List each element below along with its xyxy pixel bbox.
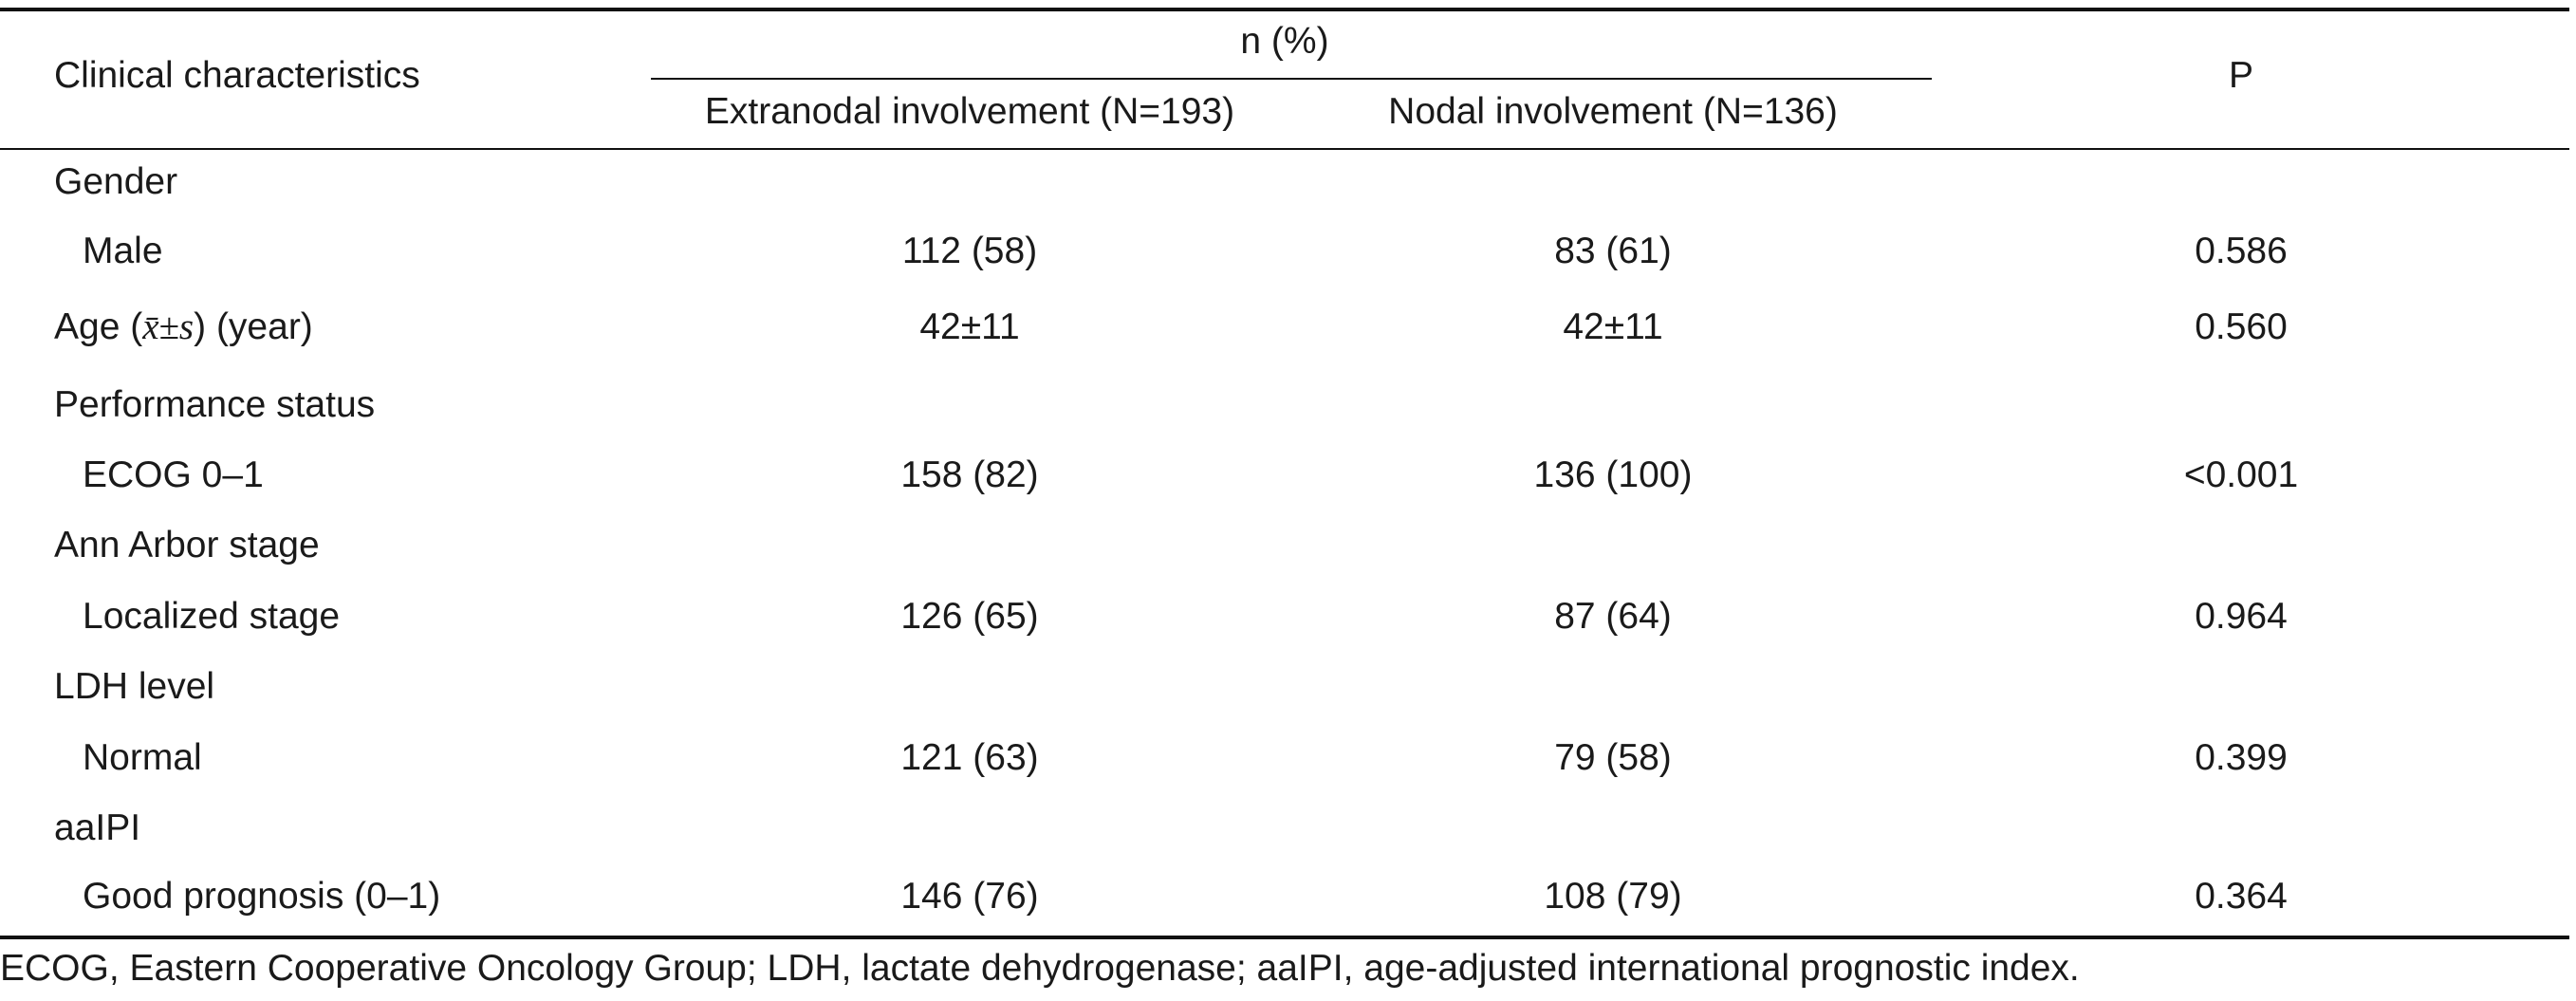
group-rule [651,78,1932,80]
cell-extranodal: 146 (76) [900,876,1039,917]
header-group-n-percent: n (%) [1240,21,1329,62]
header-extranodal: Extranodal involvement (N=193) [704,91,1235,132]
age-label-prefix: Age ( [54,306,143,347]
row-label: Male [83,231,163,271]
row-label: Normal [83,737,202,778]
cell-extranodal: 42±11 [919,306,1020,347]
cell-nodal: 83 (61) [1554,231,1672,271]
header-nodal: Nodal involvement (N=136) [1388,91,1838,132]
cell-p: 0.364 [2195,876,2288,917]
cell-nodal: 87 (64) [1554,596,1672,637]
cell-p: 0.964 [2195,596,2288,637]
top-rule [0,8,2569,11]
age-label-suffix: ) (year) [194,306,313,347]
cell-p: 0.586 [2195,231,2288,271]
cell-extranodal: 126 (65) [900,596,1039,637]
bottom-rule [0,936,2569,939]
row-label: Ann Arbor stage [54,525,320,565]
row-label: LDH level [54,666,215,707]
row-label: Performance status [54,384,376,425]
row-label-age: Age (x̄±s) (year) [54,305,313,350]
row-label: aaIPI [54,807,141,848]
header-bottom-rule [0,148,2569,150]
row-label: ECOG 0–1 [83,454,264,495]
cell-nodal: 108 (79) [1544,876,1682,917]
row-label: Localized stage [83,596,341,637]
table-footnote: ECOG, Eastern Cooperative Oncology Group… [0,948,2080,989]
cell-extranodal: 112 (58) [901,231,1038,271]
row-label: Good prognosis (0–1) [83,876,441,917]
cell-extranodal: 121 (63) [900,737,1039,778]
header-clinical-characteristics: Clinical characteristics [54,55,420,96]
header-p: P [2228,55,2254,96]
cell-p: 0.399 [2195,737,2288,778]
age-label-math: x̄±s [142,306,195,347]
cell-extranodal: 158 (82) [900,454,1039,495]
cell-nodal: 136 (100) [1533,454,1693,495]
cell-p: <0.001 [2183,454,2299,495]
cell-p: 0.560 [2195,306,2288,347]
row-label: Gender [54,161,178,202]
cell-nodal: 79 (58) [1554,737,1672,778]
cell-nodal: 42±11 [1563,306,1663,347]
